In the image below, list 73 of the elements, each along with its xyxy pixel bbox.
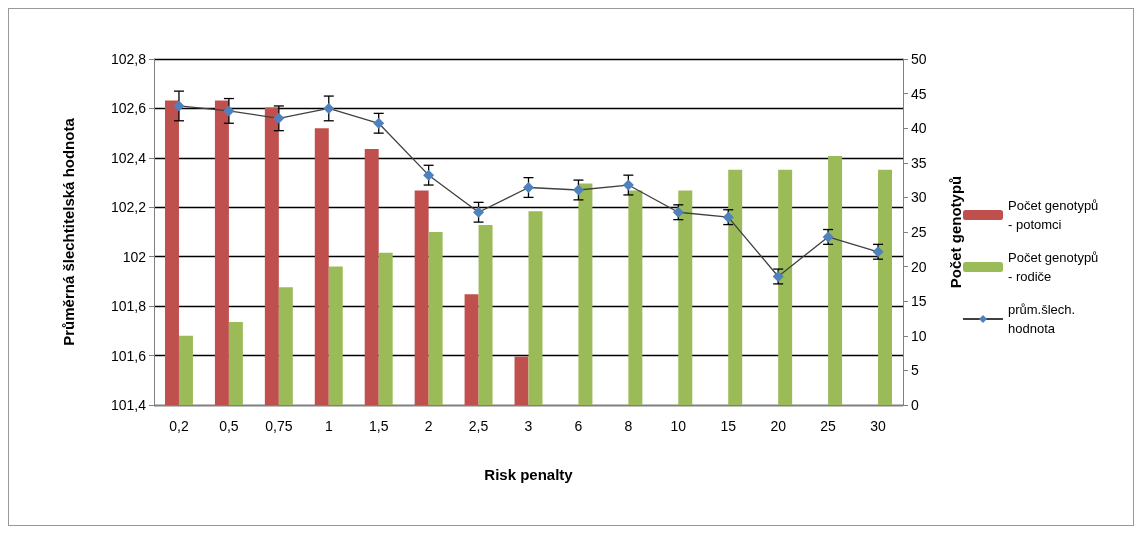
y-tick-label: 102,2 [110,199,147,216]
y-tick-label: 102 [122,248,147,265]
y2-tick-label: 15 [911,293,927,310]
point [622,179,634,191]
x-axis-title: Risk penalty [484,466,574,483]
bar [328,266,343,405]
bar [414,190,429,405]
y2-tick-label: 30 [911,189,927,206]
point [323,102,335,114]
point [173,100,185,112]
bar [578,183,593,405]
bar [728,169,743,405]
y2-tick-label: 10 [911,327,927,344]
bar [678,190,693,405]
bar [828,155,843,405]
x-tick-label: 6 [574,418,583,434]
x-tick-label: 10 [670,418,687,434]
bar [178,335,193,405]
x-tick-label: 0,75 [265,418,293,434]
bar [878,169,893,405]
bar [278,287,293,405]
x-tick-label: 0,2 [169,418,189,434]
point [523,182,534,194]
point [273,112,285,124]
point [373,117,385,129]
x-tick-label: 2,5 [468,418,489,434]
y2-tick-label: 40 [911,120,927,137]
y-tick-label: 101,4 [110,397,147,413]
y2-tick-label: 45 [911,85,927,102]
x-tick-label: 1 [324,418,333,434]
x-tick-label: 2 [424,418,433,434]
y2-tick-label: 0 [911,397,919,413]
x-tick-label: 1,5 [368,418,389,434]
bar [314,128,329,405]
bar [228,321,243,405]
point [223,105,235,117]
point [423,169,435,181]
y-tick-label: 102,6 [110,100,147,117]
y-tick-label: 101,8 [110,298,147,315]
x-tick-label: 0,5 [219,418,239,434]
x-tick-label: 3 [524,418,533,434]
y2-axis-title: Počet genotypů [947,175,964,289]
bar [164,100,179,405]
bar [214,100,229,405]
bar [628,190,643,405]
x-tick-label: 20 [770,418,787,434]
bar [428,232,443,405]
bar [514,356,529,405]
y2-tick-label: 50 [911,51,927,67]
bar [478,225,493,405]
x-tick-label: 15 [720,418,737,434]
bar [364,148,379,405]
bar [378,252,393,405]
y2-tick-label: 5 [911,362,919,379]
bar [464,294,479,405]
legend-label: Počet genotypů - potomci [1008,198,1102,232]
legend-label: Počet genotypů - rodiče [1008,250,1102,284]
y2-tick-label: 20 [911,258,927,275]
y-axis-title: Průměrná šlechtitelská hodnota [60,117,77,346]
x-tick-label: 30 [870,418,887,434]
bar [528,211,543,405]
y-tick-label: 102,8 [110,51,147,67]
x-tick-label: 25 [820,418,837,434]
x-tick-label: 8 [624,418,633,434]
y-tick-label: 101,6 [110,347,147,364]
y2-tick-label: 35 [911,154,927,171]
bar [264,107,279,405]
y-tick-label: 102,4 [110,149,147,166]
legend-label: prům.šlech. hodnota [1008,302,1079,336]
point [572,184,584,196]
y2-tick-label: 25 [911,224,927,240]
point [473,206,485,218]
bar [778,169,793,405]
